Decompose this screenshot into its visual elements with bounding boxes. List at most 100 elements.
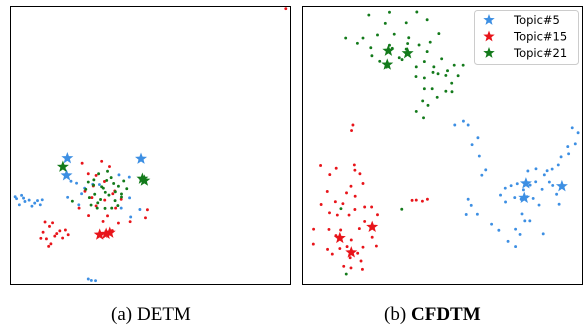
cfdtm-topic5-point-23 <box>537 203 541 207</box>
detm-topic21-point-11 <box>103 190 107 194</box>
cfdtm-topic5-point-46 <box>518 232 522 236</box>
detm-topic15-point-1 <box>48 224 51 228</box>
cfdtm-topic21-point-28 <box>422 76 426 80</box>
caption-cfdtm-prefix: (b) <box>384 304 406 325</box>
detm-topic21-point-21 <box>110 206 114 210</box>
cfdtm-topic15-point-1 <box>328 173 332 177</box>
cfdtm-topic5-point-29 <box>557 202 561 206</box>
cfdtm-topic15-point-18 <box>330 252 334 256</box>
cfdtm-topic21-point-27 <box>414 75 418 78</box>
cfdtm-topic5-point-2 <box>573 142 577 146</box>
cfdtm-topic5-point-39 <box>464 213 468 216</box>
detm-topic15-point-22 <box>111 192 115 196</box>
detm-topic15-point-11 <box>47 244 51 248</box>
detm-topic5-point-21 <box>127 175 131 179</box>
cfdtm-topic5-point-25 <box>534 167 538 171</box>
legend-box <box>474 10 579 65</box>
detm-topic5-point-28 <box>94 279 97 283</box>
detm-topic15-point-6 <box>55 232 59 236</box>
cfdtm-topic5-point-24 <box>526 169 530 173</box>
plot-frame-cfdtm <box>302 6 583 285</box>
cfdtm-topic15-point-44 <box>425 197 429 201</box>
cfdtm-topic5-point-49 <box>506 239 510 243</box>
detm-topic15-point-5 <box>49 242 53 246</box>
cfdtm-topic15-point-48 <box>325 190 329 193</box>
detm-topic5-point-11 <box>40 198 44 202</box>
detm-topic15-star-2 <box>103 226 116 238</box>
detm-topic21-point-28 <box>95 206 99 210</box>
cfdtm-topic21-point-10 <box>428 40 432 44</box>
cfdtm-topic15-point-24 <box>361 245 365 249</box>
cfdtm-topic5-star-1 <box>519 177 532 189</box>
cfdtm-topic15-point-30 <box>374 244 378 248</box>
cfdtm-topic21-point-33 <box>456 74 460 78</box>
cfdtm-topic5-point-47 <box>490 222 494 226</box>
cfdtm-topic21-point-39 <box>421 99 425 103</box>
detm-topic15-point-25 <box>87 214 91 218</box>
legend-marker-topic5 <box>483 14 495 25</box>
cfdtm-topic5-point-44 <box>528 219 532 223</box>
detm-topic21-point-12 <box>112 182 116 185</box>
cfdtm-topic21-point-37 <box>444 89 448 93</box>
detm-topic15-star-0 <box>93 228 106 240</box>
cfdtm-topic5-point-22 <box>531 196 535 200</box>
cfdtm-topic15-point-21 <box>349 238 353 242</box>
detm-topic21-point-16 <box>116 204 120 208</box>
cfdtm-topic5-point-40 <box>466 197 470 201</box>
cfdtm-topic5-point-1 <box>576 131 580 135</box>
cfdtm-topic5-star-2 <box>518 191 531 203</box>
detm-topic5-point-25 <box>128 196 132 200</box>
cfdtm-topic5-point-28 <box>555 192 559 196</box>
cfdtm-topic15-star-1 <box>345 246 358 258</box>
legend-label-topic5: Topic#5 <box>513 13 560 27</box>
cfdtm-topic21-point-26 <box>461 63 465 67</box>
cfdtm-topic5-point-31 <box>470 143 474 147</box>
cfdtm-topic5-point-33 <box>461 119 465 123</box>
detm-topic21-point-20 <box>86 180 90 184</box>
cfdtm-topic21-point-16 <box>425 50 429 54</box>
cfdtm-topic5-point-30 <box>476 136 480 140</box>
detm-topic5-point-24 <box>138 208 142 211</box>
panel-detm <box>10 6 291 285</box>
cfdtm-topic21-point-21 <box>414 65 418 69</box>
cfdtm-topic15-point-35 <box>312 227 316 231</box>
detm-topic5-point-13 <box>75 181 79 185</box>
detm-topic15-point-2 <box>53 234 57 238</box>
cfdtm-topic15-point-39 <box>333 200 337 204</box>
cfdtm-topic15-point-34 <box>360 267 364 271</box>
cfdtm-topic21-point-13 <box>369 46 373 50</box>
detm-topic21-point-6 <box>107 193 111 197</box>
cfdtm-topic15-point-20 <box>345 245 349 249</box>
detm-topic15-point-28 <box>106 214 109 218</box>
marks-detm <box>13 7 288 283</box>
detm-topic5-point-4 <box>38 203 42 207</box>
cfdtm-topic15-point-7 <box>358 172 362 176</box>
detm-topic5-point-15 <box>77 203 81 207</box>
detm-topic21-point-9 <box>116 184 120 188</box>
cfdtm-topic15-point-10 <box>347 213 351 217</box>
detm-topic15-point-15 <box>86 172 90 176</box>
cfdtm-topic21-point-42 <box>422 116 425 120</box>
cfdtm-topic5-star-0 <box>555 179 568 192</box>
cfdtm-topic21-point-1 <box>388 10 391 14</box>
cfdtm-topic15-point-29 <box>376 213 379 217</box>
cfdtm-topic5-point-10 <box>540 187 544 191</box>
cfdtm-topic15-point-16 <box>327 227 331 231</box>
cfdtm-topic15-point-31 <box>342 264 346 268</box>
detm-topic5-star-2 <box>60 169 73 181</box>
cfdtm-topic15-point-4 <box>349 184 353 188</box>
cfdtm-topic21-point-2 <box>415 10 419 14</box>
cfdtm-topic15-point-36 <box>311 242 315 246</box>
detm-topic5-point-20 <box>117 173 121 177</box>
cfdtm-topic21-point-47 <box>370 54 374 58</box>
detm-topic15-point-33 <box>145 208 149 212</box>
cfdtm-topic5-point-7 <box>550 167 554 171</box>
detm-topic15-point-26 <box>94 204 98 208</box>
cfdtm-topic5-point-50 <box>514 245 518 249</box>
detm-topic21-point-0 <box>84 187 88 191</box>
cfdtm-topic15-point-19 <box>338 247 342 250</box>
detm-topic15-point-23 <box>114 206 118 210</box>
detm-topic15-point-13 <box>51 221 55 225</box>
detm-topic15-point-24 <box>119 197 123 201</box>
